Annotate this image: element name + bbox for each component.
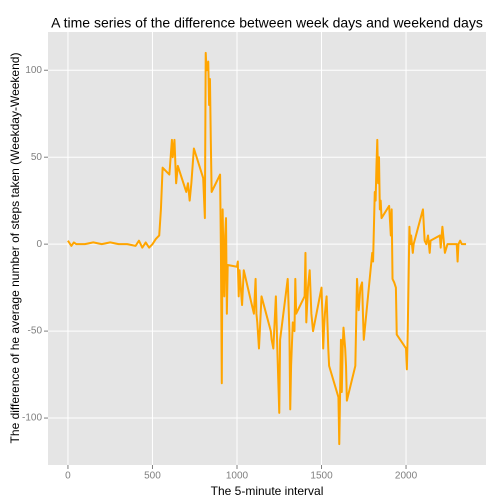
y-tick-label: -50 (28, 326, 43, 337)
data-line (67, 51, 467, 446)
x-tick-label: 1500 (310, 471, 333, 482)
y-tick-label: -100 (22, 413, 42, 424)
x-tick-label: 500 (144, 471, 161, 482)
y-axis-title: The difference of he average number of s… (8, 53, 22, 444)
chart-title: A time series of the difference between … (51, 15, 483, 31)
x-tick-label: 1000 (226, 471, 249, 482)
x-tick-label: 2000 (395, 471, 418, 482)
y-tick-label: 50 (31, 152, 43, 163)
x-axis-title: The 5-minute interval (211, 484, 324, 498)
x-tick-label: 0 (65, 471, 71, 482)
panel (48, 32, 486, 465)
y-tick-label: 100 (25, 65, 42, 76)
y-tick-label: 0 (36, 239, 42, 250)
